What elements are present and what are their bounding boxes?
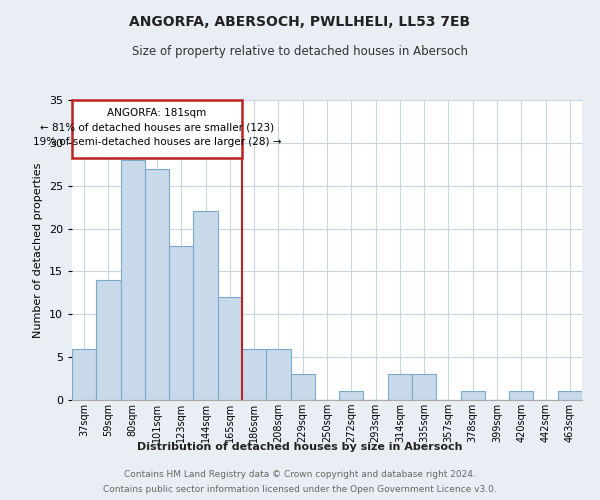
Text: Contains HM Land Registry data © Crown copyright and database right 2024.: Contains HM Land Registry data © Crown c… <box>124 470 476 479</box>
Y-axis label: Number of detached properties: Number of detached properties <box>33 162 43 338</box>
Bar <box>339 392 364 400</box>
Bar <box>218 297 242 400</box>
Bar <box>193 212 218 400</box>
Bar <box>242 348 266 400</box>
Bar <box>461 392 485 400</box>
Bar <box>169 246 193 400</box>
Text: Size of property relative to detached houses in Abersoch: Size of property relative to detached ho… <box>132 45 468 58</box>
Bar <box>290 374 315 400</box>
FancyBboxPatch shape <box>72 100 242 158</box>
Bar <box>412 374 436 400</box>
Bar <box>96 280 121 400</box>
Bar <box>266 348 290 400</box>
Bar <box>72 348 96 400</box>
Text: ANGORFA: 181sqm
← 81% of detached houses are smaller (123)
19% of semi-detached : ANGORFA: 181sqm ← 81% of detached houses… <box>33 108 281 147</box>
Text: Distribution of detached houses by size in Abersoch: Distribution of detached houses by size … <box>137 442 463 452</box>
Bar <box>558 392 582 400</box>
Bar <box>388 374 412 400</box>
Bar <box>509 392 533 400</box>
Text: ANGORFA, ABERSOCH, PWLLHELI, LL53 7EB: ANGORFA, ABERSOCH, PWLLHELI, LL53 7EB <box>130 15 470 29</box>
Text: Contains public sector information licensed under the Open Government Licence v3: Contains public sector information licen… <box>103 485 497 494</box>
Bar <box>121 160 145 400</box>
Bar <box>145 168 169 400</box>
